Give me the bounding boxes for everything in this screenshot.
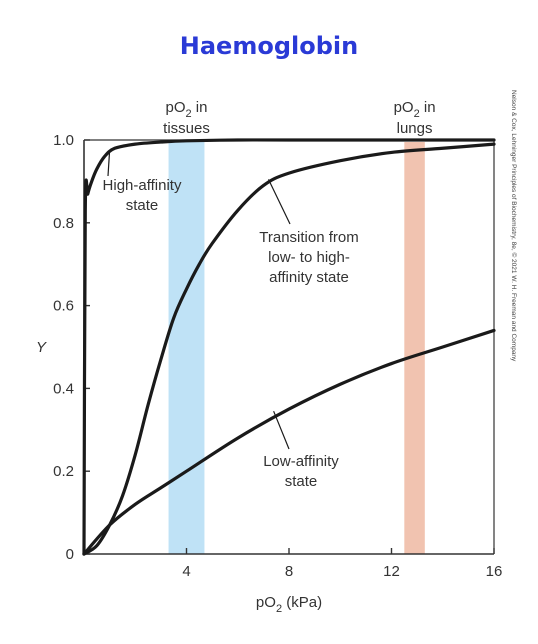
y-tick-label: 1.0 <box>53 132 74 149</box>
annotation-transition-leader <box>267 179 291 225</box>
annotations-layer: High-affinity state Transition from low- to… <box>103 150 359 490</box>
x-tick-label: 4 <box>182 563 190 580</box>
x-axis-label-sub: 2 <box>276 603 282 615</box>
y-tick-label: 0.8 <box>53 215 74 232</box>
annotation-line: Low-affinity <box>263 453 339 470</box>
annotation-transition: Transition from low- to high-affinity sta… <box>259 229 358 286</box>
band-label-lungs: pO2 in <box>394 99 436 120</box>
band-label-rest: in <box>420 99 436 116</box>
band-label-line2-tissues: tissues <box>163 120 210 137</box>
x-tick-label: 8 <box>285 563 293 580</box>
credit-text: Nelson & Cox, Lehninger Principles of Bi… <box>510 90 518 362</box>
band-label-main: pO <box>394 99 414 116</box>
y-tick-label: 0 <box>66 546 74 563</box>
annotation-line: affinity state <box>269 269 349 286</box>
annotation-high-affinity: High-affinity state <box>103 177 182 214</box>
y-tick-label: 0.6 <box>53 298 74 315</box>
x-tick-label: 16 <box>486 563 503 580</box>
y-tick-label: 0.2 <box>53 463 74 480</box>
band-lungs <box>404 142 425 554</box>
band-label-tissues: pO2 in <box>166 99 208 120</box>
x-tick-label: 12 <box>383 563 400 580</box>
band-label-rest: in <box>192 99 208 116</box>
ticks-layer: 4 8 12 16 0 0.2 0.4 0.6 0.8 1.0 <box>53 132 502 580</box>
y-tick-label: 0.4 <box>53 380 74 397</box>
annotation-line: High-affinity <box>103 177 182 194</box>
annotation-line: Transition from <box>259 229 358 246</box>
annotation-high-affinity-leader <box>107 150 111 177</box>
x-axis-label: pO2 (kPa) <box>256 594 322 615</box>
band-label-main: pO <box>166 99 186 116</box>
curve-transition <box>82 142 496 556</box>
band-label-sub: 2 <box>186 108 192 120</box>
band-label-line2-lungs: lungs <box>397 120 433 137</box>
band-tissues <box>168 142 205 554</box>
annotation-line: low- to high- <box>268 249 350 266</box>
annotation-line: state <box>285 473 318 490</box>
x-axis-label-main: pO <box>256 594 276 611</box>
page-title: Haemoglobin <box>179 32 359 60</box>
curve-low-affinity <box>82 328 496 556</box>
annotation-low-affinity-leader <box>273 410 290 450</box>
annotation-low-affinity: Low-affinity state <box>263 453 339 490</box>
annotation-line: state <box>126 197 159 214</box>
curve-high-affinity <box>82 138 496 556</box>
band-label-sub: 2 <box>414 108 420 120</box>
x-axis-label-unit: (kPa) <box>282 594 322 611</box>
curves-layer <box>82 138 496 556</box>
y-axis-label: Y <box>36 339 47 356</box>
